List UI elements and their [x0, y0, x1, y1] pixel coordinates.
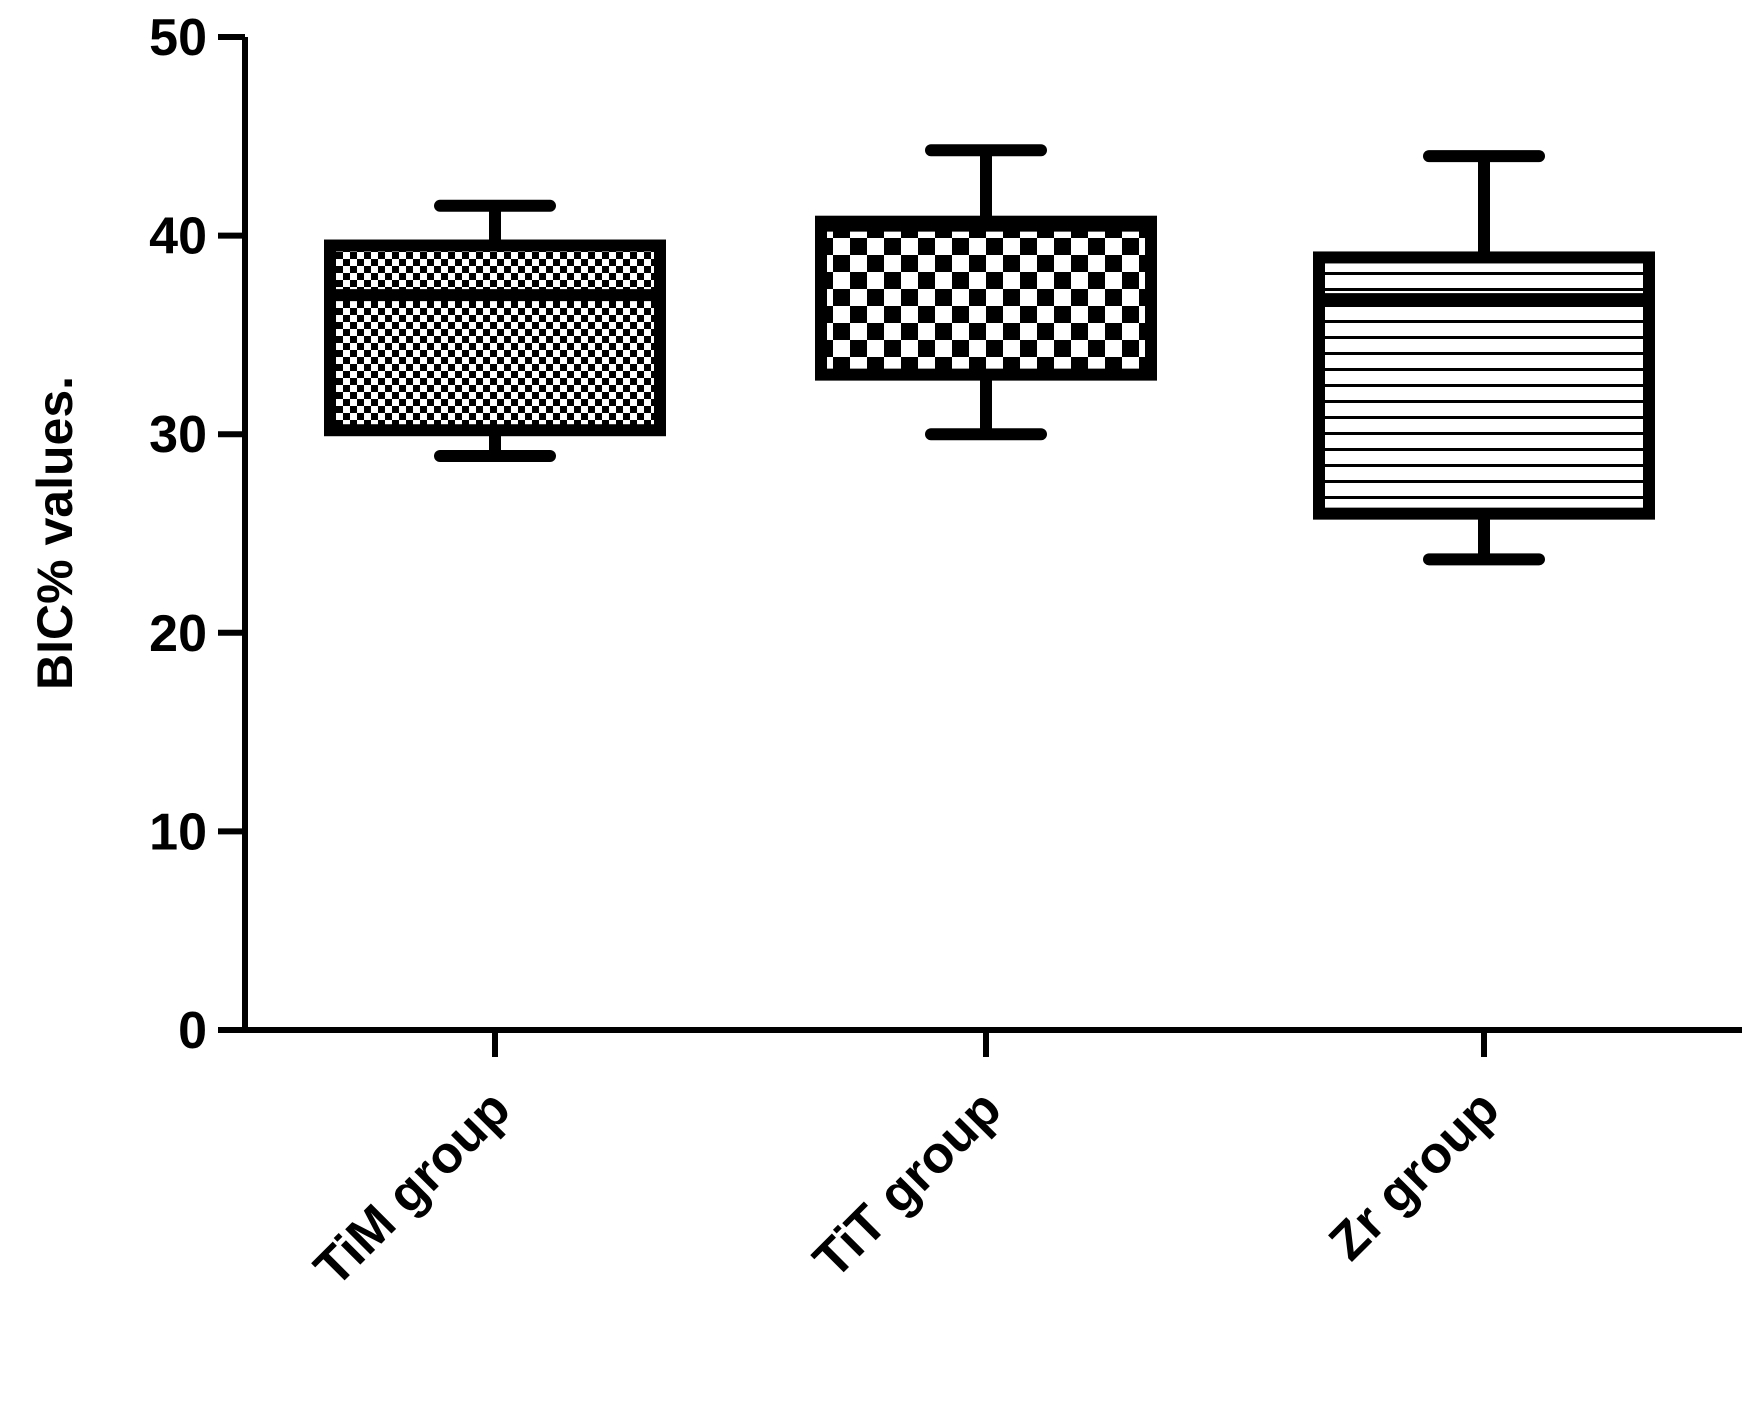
y-axis-ticks: 0 10 20 30 40 50 [149, 9, 245, 1060]
y-tick-label: 20 [149, 605, 207, 663]
box-3 [1313, 150, 1655, 566]
y-tick-label: 10 [149, 803, 207, 861]
box-2 [815, 144, 1157, 441]
box-body [324, 239, 666, 437]
y-axis-label: BIC% values. [27, 376, 83, 690]
x-category-label: TiT group [803, 1079, 1013, 1289]
y-tick-label: 50 [149, 9, 207, 67]
box-series [324, 144, 1655, 566]
x-axis-ticks: TiM group TiT group Zr group [303, 1030, 1510, 1297]
y-tick-label: 30 [149, 406, 207, 464]
y-tick-label: 0 [178, 1002, 207, 1060]
x-category-label: Zr group [1318, 1079, 1510, 1271]
box-1 [324, 199, 666, 463]
y-tick-label: 40 [149, 208, 207, 266]
x-category-label: TiM group [303, 1079, 521, 1297]
box-body [815, 215, 1157, 381]
